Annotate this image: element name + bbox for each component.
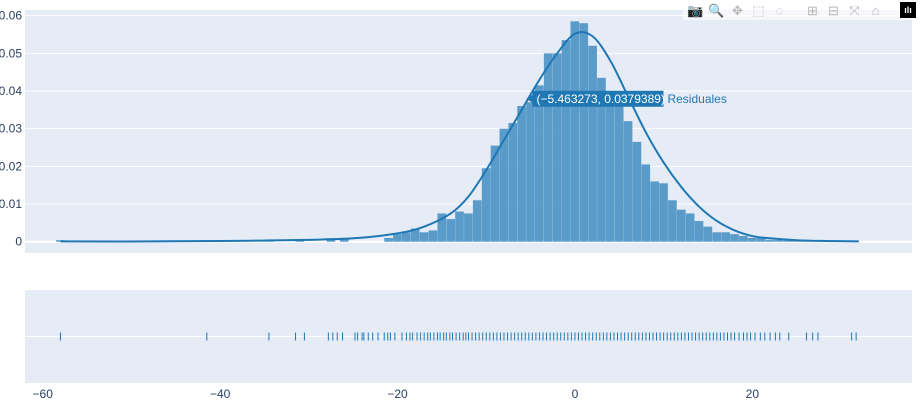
histogram-bar[interactable] bbox=[543, 53, 553, 242]
zoom-out-icon[interactable]: ⊟ bbox=[828, 2, 839, 18]
x-tick-label: 0 bbox=[572, 387, 579, 401]
zoom-in-icon[interactable]: ⊞ bbox=[807, 2, 818, 18]
histogram-bar[interactable] bbox=[464, 213, 473, 242]
histogram-bar[interactable] bbox=[739, 236, 748, 242]
histogram-bar[interactable] bbox=[490, 145, 500, 242]
hover-pointer bbox=[526, 94, 533, 103]
histogram-bar[interactable] bbox=[552, 53, 562, 242]
histogram-bar[interactable] bbox=[605, 94, 615, 242]
x-axis-tick-labels: −60 −40 −20 0 20 bbox=[33, 387, 760, 401]
histogram-bar[interactable] bbox=[535, 85, 544, 242]
histogram-bar[interactable] bbox=[685, 213, 695, 242]
top-plot-background[interactable] bbox=[25, 10, 912, 253]
histogram-bar[interactable] bbox=[650, 181, 660, 242]
histogram-bar[interactable] bbox=[783, 240, 793, 242]
kde-curve bbox=[60, 31, 859, 243]
x-tick-label: −20 bbox=[387, 387, 408, 401]
plotly-logo-icon[interactable]: ılı bbox=[900, 2, 916, 18]
camera-icon[interactable]: 📷 bbox=[687, 2, 704, 18]
histogram-bar[interactable] bbox=[579, 23, 589, 242]
histogram-bar[interactable] bbox=[384, 237, 393, 242]
histogram-bar[interactable] bbox=[419, 232, 429, 242]
histogram-bar[interactable] bbox=[437, 213, 447, 242]
x-tick-label: −60 bbox=[33, 387, 54, 401]
modebar: 📷 🔍 ✥ ⬚ ◌ ⊞ ⊟ ⤧ ⌂ ılı bbox=[683, 0, 922, 20]
x-tick-label: 20 bbox=[746, 387, 760, 401]
histogram-bar[interactable] bbox=[588, 45, 597, 242]
hover-tooltip: (−5.463273, 0.0379389) Residuales bbox=[526, 90, 727, 107]
y-tick-label: 0.05 bbox=[0, 46, 22, 60]
histogram-bar[interactable] bbox=[614, 104, 624, 242]
hover-value-label: (−5.463273, 0.0379389) bbox=[536, 92, 664, 106]
histogram-bar[interactable] bbox=[56, 240, 65, 242]
histogram-bar[interactable] bbox=[561, 40, 571, 242]
histogram-bar[interactable] bbox=[765, 239, 775, 242]
histogram-bar[interactable] bbox=[747, 237, 757, 242]
histogram-bar[interactable] bbox=[756, 237, 766, 242]
histogram-bar[interactable] bbox=[481, 168, 491, 242]
histogram-bar[interactable] bbox=[570, 21, 580, 242]
box-select-icon[interactable]: ⬚ bbox=[752, 2, 765, 18]
histogram-bar[interactable] bbox=[623, 121, 633, 242]
histogram-bar[interactable] bbox=[410, 228, 420, 242]
histogram-bar[interactable] bbox=[712, 232, 722, 242]
histogram-bar[interactable] bbox=[446, 219, 455, 242]
histogram-bar[interactable] bbox=[632, 141, 642, 242]
y-tick-label: 0.01 bbox=[0, 197, 22, 211]
histogram-bars bbox=[56, 21, 810, 242]
hover-series-label: Residuales bbox=[667, 92, 726, 106]
y-tick-label: 0.04 bbox=[0, 84, 22, 98]
histogram-bar[interactable] bbox=[721, 232, 730, 242]
y-tick-label: 0.02 bbox=[0, 159, 22, 173]
histogram-bar[interactable] bbox=[703, 226, 713, 242]
y-tick-label: 0.06 bbox=[0, 9, 22, 23]
histogram-bar[interactable] bbox=[774, 239, 784, 242]
histogram-bar[interactable] bbox=[641, 164, 651, 242]
lasso-select-icon[interactable]: ◌ bbox=[775, 2, 784, 18]
histogram-bar[interactable] bbox=[393, 234, 402, 242]
y-tick-label: 0 bbox=[15, 235, 22, 249]
rug-marks bbox=[59, 332, 857, 341]
histogram-bar[interactable] bbox=[472, 200, 482, 242]
pan-icon[interactable]: ✥ bbox=[732, 2, 743, 18]
histogram-bar[interactable] bbox=[499, 128, 509, 242]
histogram-bar[interactable] bbox=[730, 234, 739, 242]
histogram-bar[interactable] bbox=[295, 240, 305, 242]
y-axis-tick-labels: 0 0.01 0.02 0.03 0.04 0.05 0.06 bbox=[0, 9, 22, 249]
histogram-bar[interactable] bbox=[526, 102, 535, 242]
x-tick-label: −40 bbox=[210, 387, 231, 401]
histogram-bar[interactable] bbox=[694, 220, 704, 242]
autoscale-icon[interactable]: ⤧ bbox=[849, 2, 860, 18]
histogram-bar[interactable] bbox=[676, 209, 686, 242]
histogram-bar[interactable] bbox=[508, 123, 518, 242]
histogram-bar[interactable] bbox=[597, 77, 606, 242]
histogram-bar[interactable] bbox=[455, 211, 464, 242]
reset-axes-icon[interactable]: ⌂ bbox=[871, 2, 880, 18]
zoom-icon[interactable]: 🔍 bbox=[708, 2, 725, 18]
histogram-bar[interactable] bbox=[659, 183, 668, 242]
hover-box bbox=[532, 90, 664, 107]
histogram-bar[interactable] bbox=[428, 230, 438, 242]
histogram-bar[interactable] bbox=[339, 239, 349, 242]
y-tick-label: 0.03 bbox=[0, 122, 22, 136]
histogram-bar[interactable] bbox=[668, 200, 677, 242]
histogram-bar[interactable] bbox=[517, 106, 526, 242]
histogram-bar[interactable] bbox=[401, 232, 411, 242]
